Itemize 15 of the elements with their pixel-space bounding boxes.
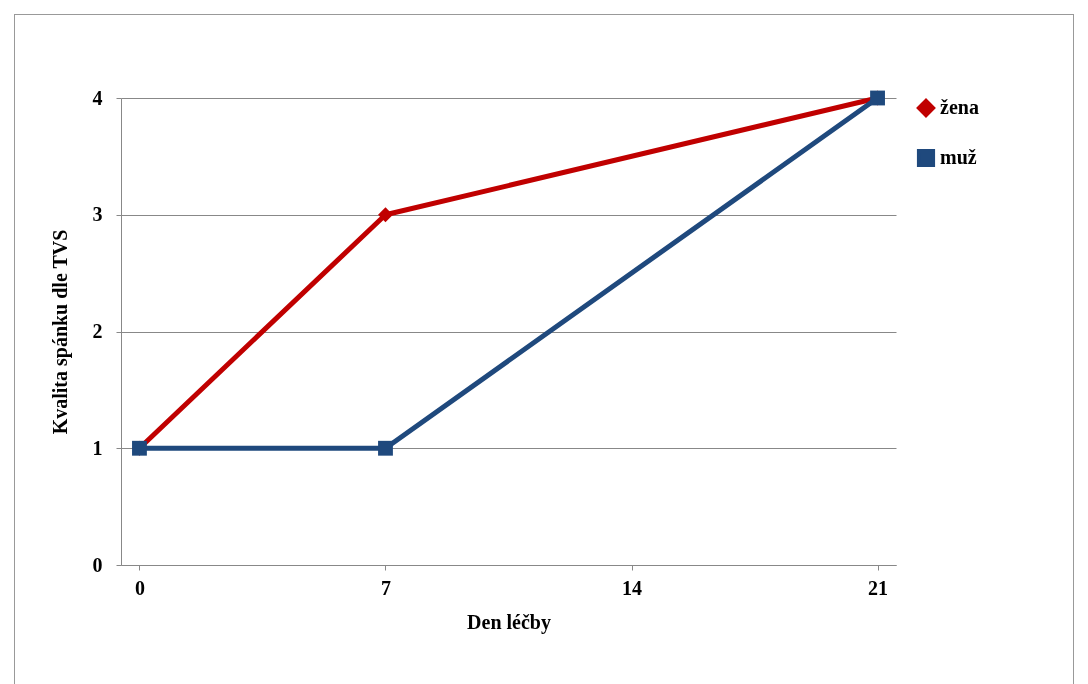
x-tick-label: 14 xyxy=(622,576,643,599)
y-tick-label: 0 xyxy=(92,553,103,576)
x-axis-title: Den léčby xyxy=(467,610,551,634)
x-tick-label: 7 xyxy=(380,576,391,599)
point xyxy=(378,440,393,456)
y-axis-title: Kvalita spánku dle TVS xyxy=(48,229,72,435)
y-tick-label: 4 xyxy=(92,86,103,109)
legend-label: žena xyxy=(940,96,979,118)
x-tick-label: 21 xyxy=(868,576,889,599)
legend-label: muž xyxy=(940,146,977,168)
y-tick-label: 3 xyxy=(92,203,103,226)
y-tick-label: 1 xyxy=(92,436,103,459)
x-tick-label: 0 xyxy=(134,576,145,599)
y-tick-label: 2 xyxy=(92,320,103,342)
point xyxy=(378,207,393,223)
